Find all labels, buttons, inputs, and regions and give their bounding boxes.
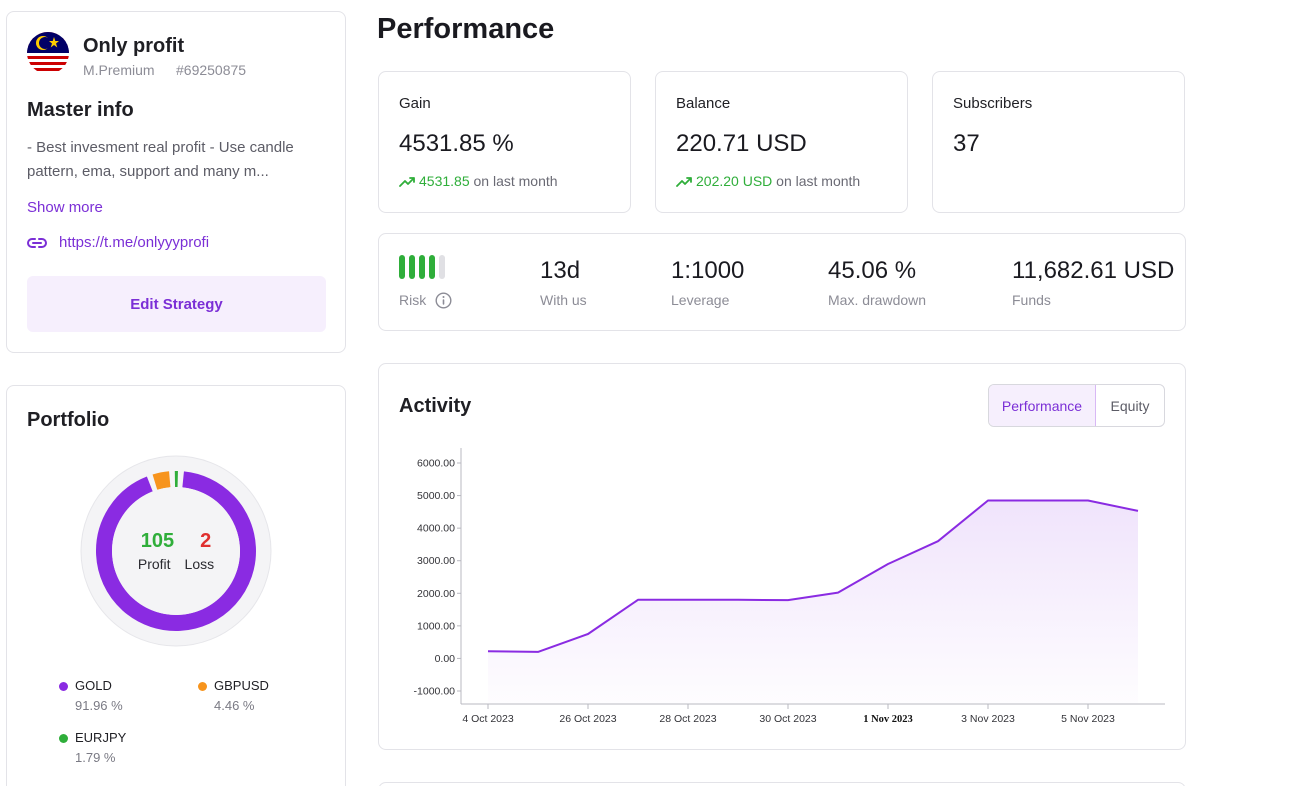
info-icon[interactable]	[435, 292, 452, 309]
leverage-value: 1:1000	[671, 257, 745, 284]
gain-label: Gain	[399, 95, 431, 112]
strategy-name: Only profit	[83, 35, 185, 57]
y-tick-label: 2000.00	[417, 588, 455, 600]
trend-up-icon	[676, 177, 692, 187]
gain-value: 4531.85 %	[399, 130, 514, 157]
legend-dot	[59, 682, 68, 691]
gain-card: Gain 4531.85 % 4531.85 on last month	[378, 71, 631, 213]
balance-change: 202.20 USD on last month	[676, 173, 860, 189]
legend-name: GBPUSD	[214, 678, 269, 693]
x-tick-label: 3 Nov 2023	[961, 713, 1015, 725]
gain-change-value: 4531.85	[419, 173, 470, 189]
donut-chart	[80, 455, 272, 647]
x-tick-label: 5 Nov 2023	[1061, 713, 1115, 725]
with-us-label: With us	[540, 292, 587, 308]
x-tick-label: 30 Oct 2023	[759, 713, 816, 725]
x-tick-label: 4 Oct 2023	[462, 713, 514, 725]
subscribers-value: 37	[953, 130, 980, 157]
next-section-card	[378, 782, 1186, 786]
activity-title: Activity	[399, 395, 472, 417]
series-area	[488, 500, 1138, 703]
page-title: Performance	[377, 13, 555, 45]
y-tick-label: 0.00	[435, 653, 456, 665]
account-id: #69250875	[176, 62, 247, 78]
donut-slice-gold	[96, 471, 256, 631]
portfolio-card: Portfolio 105 2 Profit Loss GOLD 91.96 %…	[6, 385, 346, 786]
legend-name: GOLD	[75, 678, 112, 693]
legend-pct: 91.96 %	[75, 698, 123, 713]
donut-hole	[112, 487, 240, 615]
legend-pct: 4.46 %	[214, 698, 255, 713]
activity-card: Activity Performance Equity 6000.00 5000.…	[378, 363, 1186, 750]
funds-label: Funds	[1012, 292, 1051, 308]
activity-chart: 6000.00 5000.00 4000.00 3000.00 2000.00 1000.…	[414, 448, 1165, 725]
balance-card: Balance 220.71 USD 202.20 USD on last mo…	[655, 71, 908, 213]
balance-value: 220.71 USD	[676, 130, 807, 157]
telegram-link[interactable]: https://t.me/onlyyyprofi	[59, 234, 210, 251]
legend-dot	[198, 682, 207, 691]
legend-pct: 1.79 %	[75, 750, 116, 765]
y-tick-label: 4000.00	[417, 523, 455, 535]
funds-value: 11,682.61 USD	[1012, 257, 1175, 284]
y-tick-label: 1000.00	[417, 620, 455, 632]
risk-bar	[439, 255, 445, 279]
balance-change-value: 202.20 USD	[696, 173, 773, 189]
risk-bar	[419, 255, 425, 279]
show-more-link[interactable]: Show more	[27, 199, 103, 216]
malaysia-flag-avatar	[27, 32, 69, 74]
profit-count: 105	[140, 530, 175, 552]
x-tick-label: 28 Oct 2023	[659, 713, 716, 725]
gain-change-suffix: on last month	[473, 173, 558, 189]
y-tick-label: 6000.00	[417, 458, 455, 470]
master-info-title: Master info	[27, 99, 134, 121]
risk-bar	[399, 255, 405, 279]
y-tick-label: -1000.00	[414, 686, 456, 698]
x-tick-label: 1 Nov 2023	[863, 714, 913, 725]
subscribers-card: Subscribers 37	[932, 71, 1185, 213]
risk-label: Risk	[399, 292, 427, 308]
edit-strategy-button[interactable]: Edit Strategy	[27, 276, 326, 332]
profit-label: Profit	[137, 556, 171, 572]
plan-label: M.Premium	[83, 62, 155, 78]
legend-name: EURJPY	[75, 730, 127, 745]
balance-change-suffix: on last month	[776, 173, 861, 189]
gain-change: 4531.85 on last month	[399, 173, 558, 189]
chart-mode-toggle: Performance Equity	[988, 384, 1165, 427]
y-tick-label: 3000.00	[417, 555, 455, 567]
legend-dot	[59, 734, 68, 743]
strategy-info-bar: Risk 13d With us 1:1000 Leverage 45.06 %…	[378, 233, 1186, 331]
master-description: - Best invesment real profit - Use candl…	[27, 139, 294, 180]
profit-loss-summary: 105 2 Profit Loss	[80, 455, 272, 647]
subscribers-label: Subscribers	[953, 95, 1033, 112]
balance-label: Balance	[676, 95, 731, 112]
loss-label: Loss	[184, 556, 215, 572]
risk-bar	[429, 255, 435, 279]
link-icon	[27, 238, 47, 248]
x-tick-label: 26 Oct 2023	[559, 713, 616, 725]
y-tick-label: 5000.00	[417, 490, 455, 502]
with-us-value: 13d	[540, 257, 581, 284]
tab-performance[interactable]: Performance	[989, 385, 1096, 426]
drawdown-value: 45.06 %	[828, 257, 917, 284]
trend-up-icon	[399, 177, 415, 187]
series-line	[487, 499, 1139, 653]
leverage-label: Leverage	[671, 292, 730, 308]
drawdown-label: Max. drawdown	[828, 292, 927, 308]
loss-count: 2	[200, 530, 212, 552]
portfolio-title: Portfolio	[27, 409, 110, 431]
master-info-card: Only profit M.Premium #69250875 Master i…	[6, 11, 346, 353]
portfolio-donut: 105 2 Profit Loss	[80, 455, 272, 647]
risk-meter	[399, 255, 445, 279]
risk-bar	[409, 255, 415, 279]
tab-equity[interactable]: Equity	[1110, 397, 1150, 414]
